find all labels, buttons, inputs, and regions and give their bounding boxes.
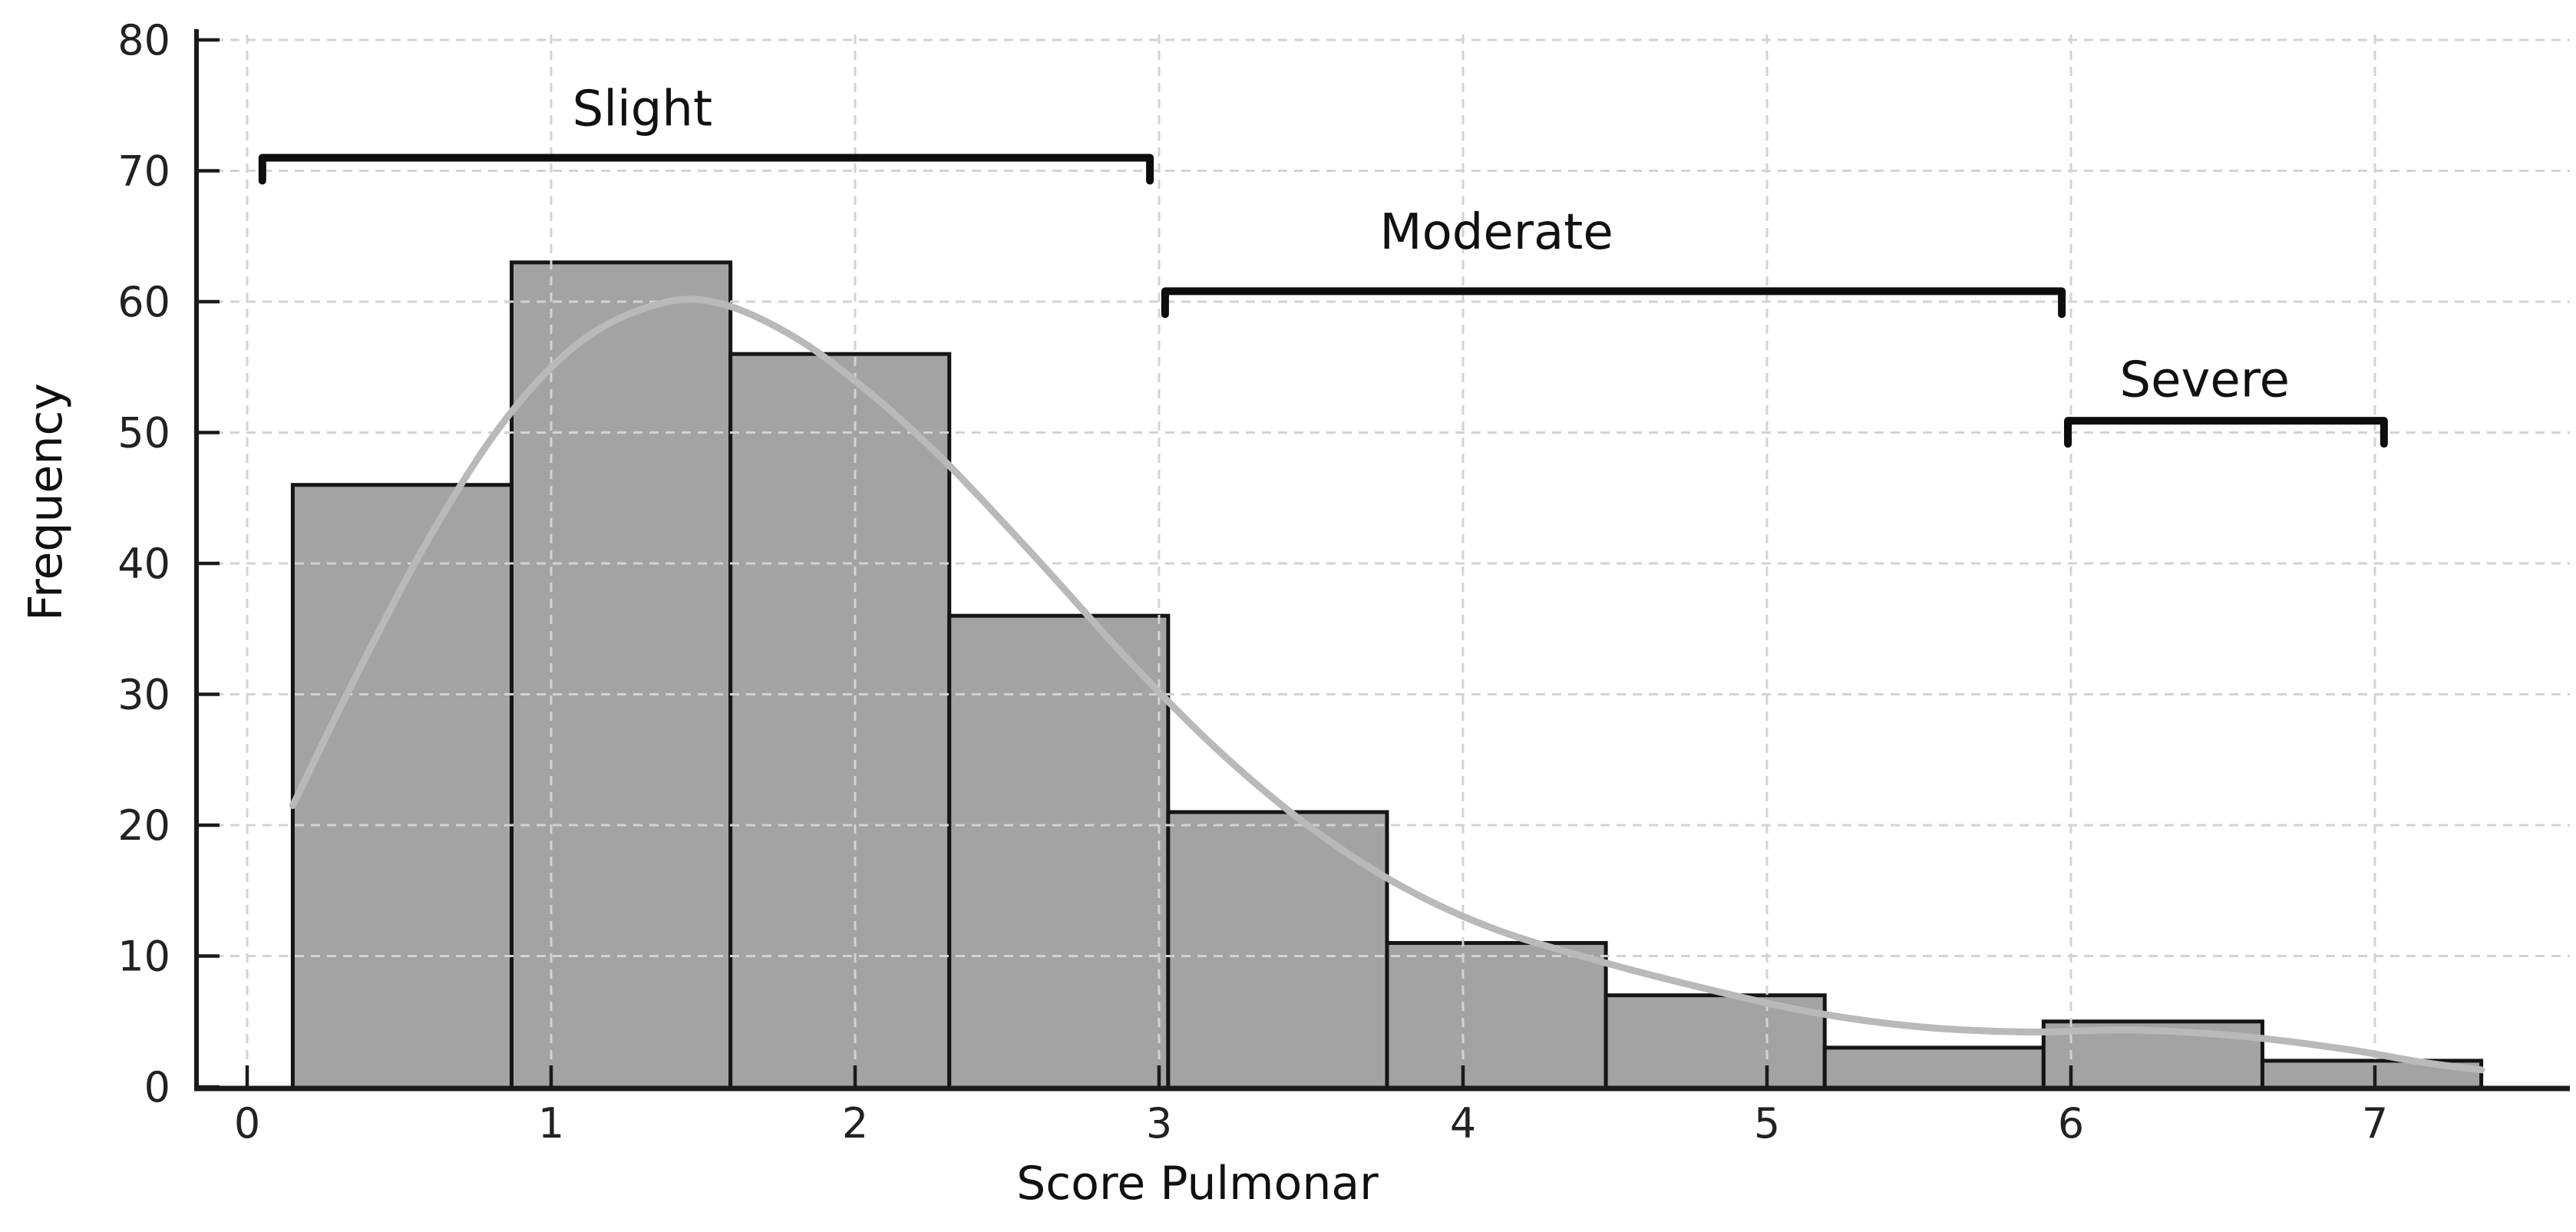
x-tick-label: 1 [538,1099,564,1148]
bracket-severe [2064,417,2388,448]
bracket-slight [258,154,1154,185]
tick-marks [198,38,2377,1089]
y-tick-label: 50 [117,409,170,457]
y-tick-label: 30 [117,671,170,719]
histogram-bar [947,613,1171,1091]
y-tick-label: 70 [117,147,170,196]
y-tick-label: 20 [117,801,170,850]
y-tick-label: 80 [117,16,170,64]
y-tick-label: 0 [144,1063,170,1111]
y-axis-label: Frequency [19,383,73,621]
bracket-moderate [1161,287,2066,319]
y-tick-label: 60 [117,278,170,326]
x-tick-label: 7 [2362,1099,2388,1148]
bracket-label-severe: Severe [2119,352,2290,409]
x-tick-label: 3 [1146,1099,1172,1148]
kde-curve [289,296,2485,1074]
bracket-label-slight: Slight [573,81,712,138]
histogram-bar [290,483,514,1091]
x-axis-label: Score Pulmonar [1016,1157,1379,1211]
histogram-bar [1385,940,1608,1091]
x-tick-label: 4 [1450,1099,1476,1148]
gridlines [198,35,2570,1086]
histogram-bar [728,352,952,1091]
x-tick-label: 0 [234,1099,260,1148]
tick-labels: 0 10 20 30 40 50 60 70 80 0 1 2 3 4 5 6 7 [117,16,2388,1148]
x-tick-label: 2 [842,1099,868,1148]
histogram-bars [290,260,2484,1091]
bracket-label-moderate: Moderate [1379,204,1613,261]
histogram-bar [510,260,733,1091]
histogram-bar [1822,1045,2046,1091]
y-tick-label: 40 [117,540,170,588]
y-tick-label: 10 [117,933,170,981]
x-tick-label: 6 [2058,1099,2084,1148]
histogram-bar [1166,810,1389,1091]
x-tick-label: 5 [1754,1099,1780,1148]
